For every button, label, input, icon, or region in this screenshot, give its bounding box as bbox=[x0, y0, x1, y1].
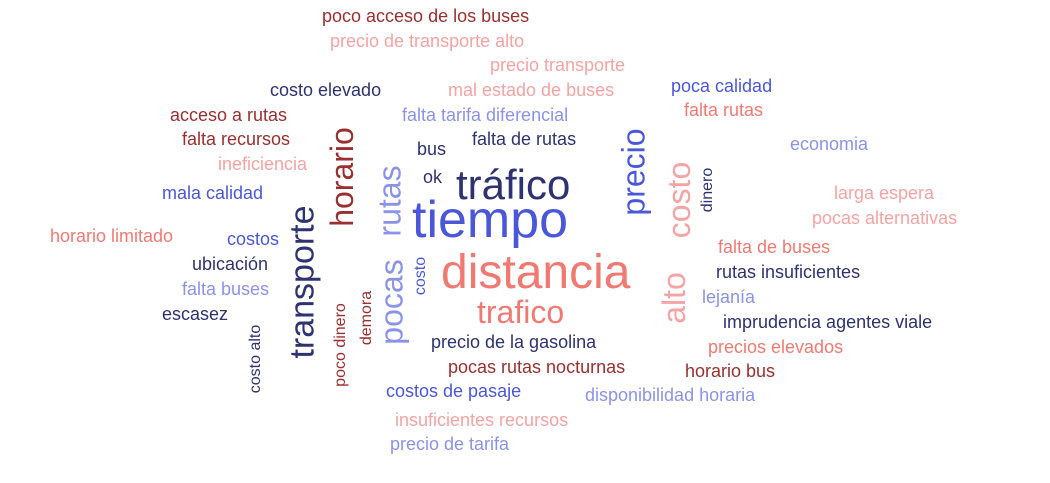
word-imprudencia-agentes-viale: imprudencia agentes viale bbox=[723, 312, 933, 332]
word-costos: costos bbox=[227, 229, 280, 249]
word-falta-tarifa-diferencial: falta tarifa diferencial bbox=[402, 105, 569, 125]
word-ineficiencia: ineficiencia bbox=[218, 154, 308, 174]
word-costo-small-vertical: costo bbox=[412, 256, 430, 296]
word-economia: economia bbox=[790, 134, 869, 154]
word-horario-bus: horario bus bbox=[685, 361, 776, 381]
word-distancia: distancia bbox=[441, 246, 631, 299]
word-precio-de-transporte-alto: precio de transporte alto bbox=[330, 31, 525, 51]
word-rutas-insuficientes: rutas insuficientes bbox=[716, 262, 861, 282]
word-ubicacion: ubicación bbox=[192, 254, 269, 274]
word-insuficientes-recursos: insuficientes recursos bbox=[395, 410, 569, 430]
word-transporte: transporte bbox=[283, 205, 322, 359]
word-ok: ok bbox=[423, 167, 443, 187]
word-tiempo: tiempo bbox=[412, 191, 569, 249]
word-escasez: escasez bbox=[162, 304, 229, 324]
word-alto: alto bbox=[655, 272, 692, 324]
word-mala-calidad: mala calidad bbox=[162, 183, 264, 203]
word-trafico-accent: tráfico bbox=[456, 161, 571, 208]
word-costos-de-pasaje: costos de pasaje bbox=[386, 381, 522, 401]
word-falta-rutas: falta rutas bbox=[684, 100, 764, 120]
word-dinero: dinero bbox=[699, 167, 717, 213]
word-acceso-a-rutas: acceso a rutas bbox=[170, 105, 288, 125]
word-horario-limitado: horario limitado bbox=[50, 226, 174, 246]
word-poca-calidad: poca calidad bbox=[671, 76, 773, 96]
word-costo-elevado: costo elevado bbox=[270, 80, 382, 100]
word-precio-de-la-gasolina: precio de la gasolina bbox=[431, 332, 597, 352]
word-rutas: rutas bbox=[371, 165, 408, 237]
word-falta-recursos: falta recursos bbox=[182, 129, 291, 149]
word-larga-espera: larga espera bbox=[834, 183, 935, 203]
word-falta-buses: falta buses bbox=[182, 279, 270, 299]
word-mal-estado-de-buses: mal estado de buses bbox=[448, 80, 615, 100]
word-pocas: pocas bbox=[373, 259, 410, 345]
word-falta-de-rutas: falta de rutas bbox=[472, 129, 577, 149]
word-poco-acceso-de-los-buses: poco acceso de los buses bbox=[322, 6, 530, 26]
word-costo-vertical: costo bbox=[661, 161, 698, 239]
word-disponibilidad-horaria: disponibilidad horaria bbox=[585, 385, 756, 405]
word-bus: bus bbox=[417, 139, 447, 159]
word-pocas-rutas-nocturnas: pocas rutas nocturnas bbox=[448, 357, 626, 377]
word-trafico: trafico bbox=[477, 294, 565, 330]
word-falta-de-buses: falta de buses bbox=[718, 237, 831, 257]
word-horario: horario bbox=[323, 127, 360, 227]
word-costo-alto: costo alto bbox=[247, 324, 265, 394]
word-poco-dinero: poco dinero bbox=[331, 303, 349, 387]
word-precio-transporte: precio transporte bbox=[490, 55, 626, 75]
word-precios-elevados: precios elevados bbox=[708, 337, 844, 357]
word-pocas-alternativas: pocas alternativas bbox=[812, 208, 958, 228]
word-lejania: lejanía bbox=[702, 287, 756, 307]
word-precio-de-tarifa: precio de tarifa bbox=[390, 434, 510, 454]
word-precio: precio bbox=[615, 128, 652, 216]
word-demora: demora bbox=[358, 290, 376, 346]
